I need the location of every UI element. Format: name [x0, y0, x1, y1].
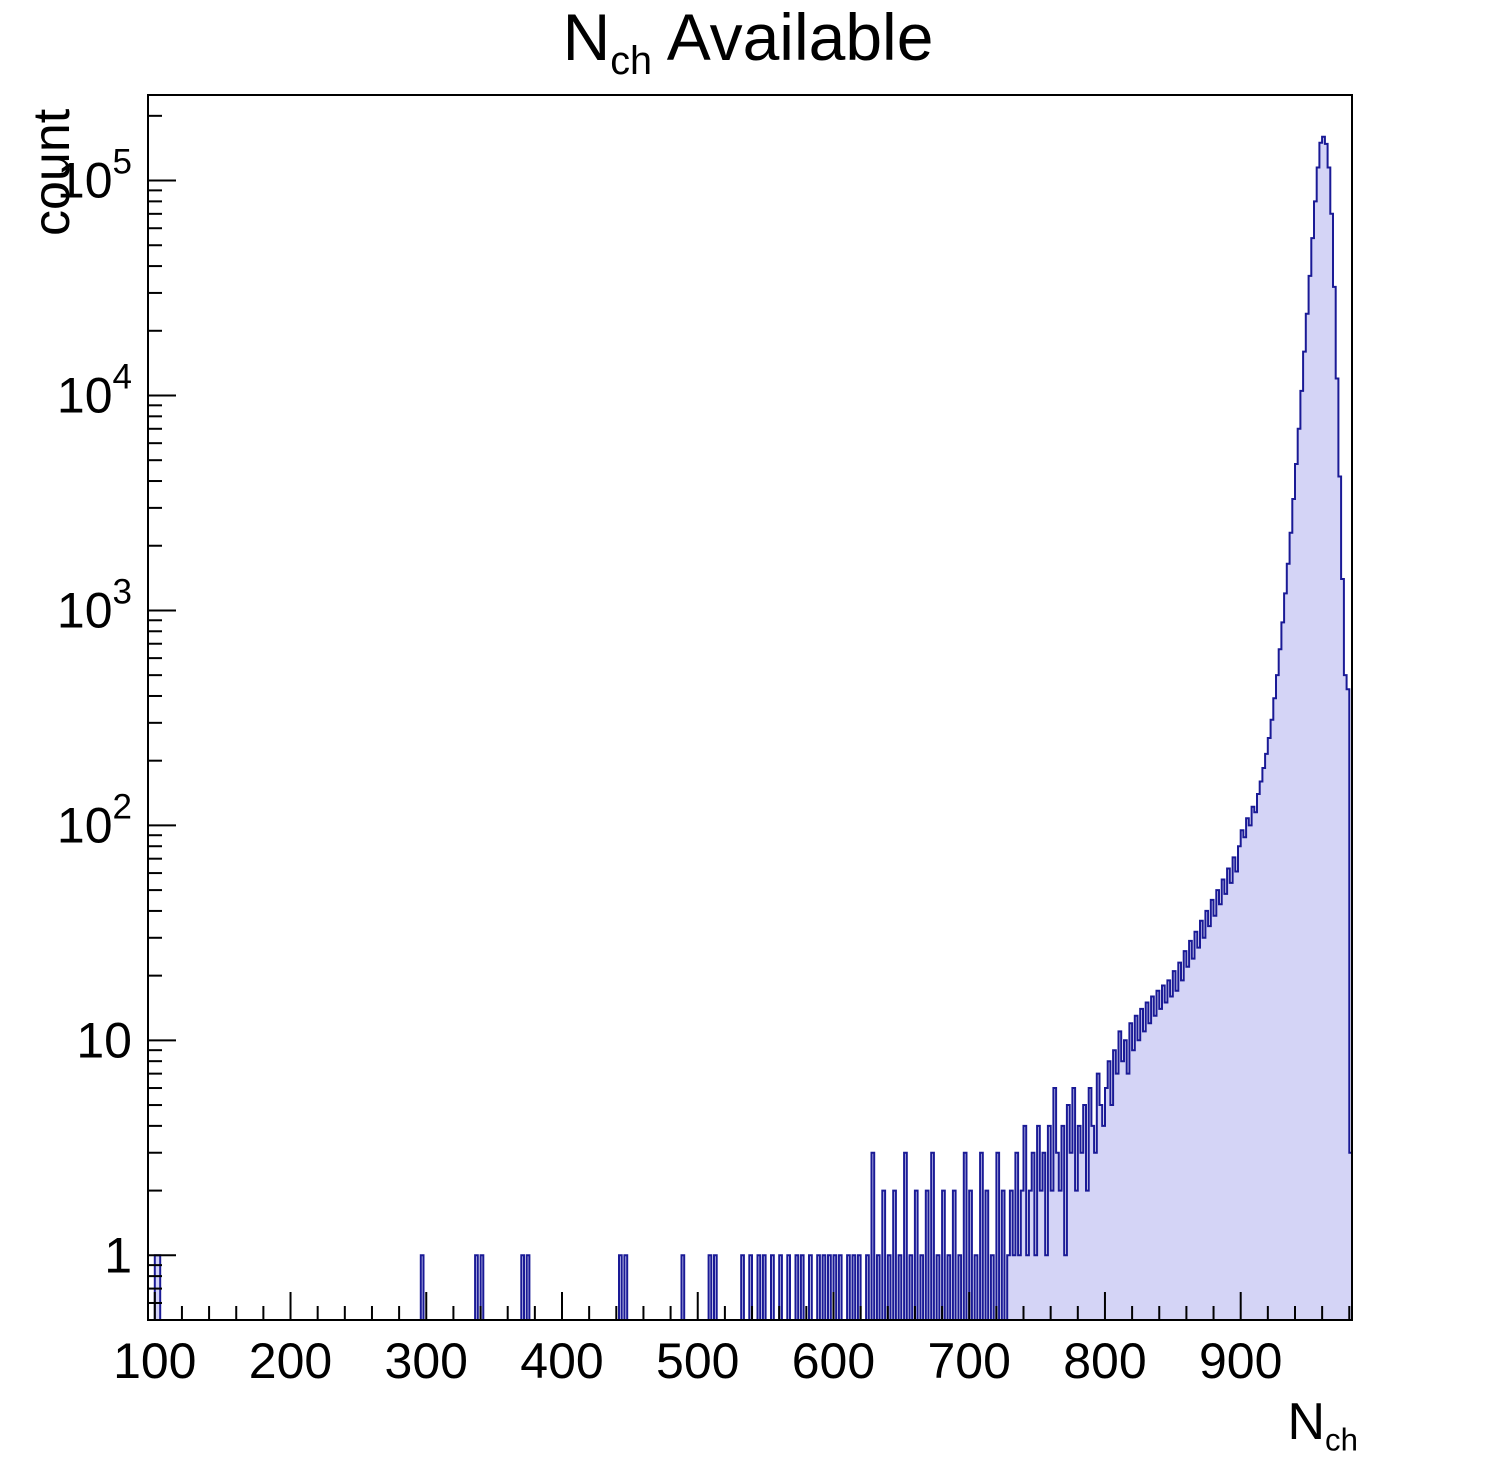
x-axis-title: Nch: [1287, 1392, 1358, 1458]
x-tick-label: 100: [113, 1333, 196, 1389]
x-tick-label: 700: [927, 1333, 1010, 1389]
y-tick-label: 103: [57, 572, 132, 638]
chart-title-subscript: ch: [610, 39, 653, 84]
y-axis-ticks: 1 10 102 103 104 105: [57, 114, 176, 1304]
chart-title-main: N: [562, 0, 611, 74]
y-tick-label: 10: [76, 1012, 132, 1068]
x-tick-label: 500: [656, 1333, 739, 1389]
y-tick-label: 1: [104, 1227, 132, 1283]
x-tick-label: 200: [249, 1333, 332, 1389]
chart-title: Nch Available: [0, 4, 1496, 82]
y-tick-label: 104: [57, 357, 132, 423]
x-tick-label: 900: [1199, 1333, 1282, 1389]
x-axis-title-main: N: [1287, 1393, 1326, 1451]
x-tick-label: 800: [1063, 1333, 1146, 1389]
y-tick-label: 102: [57, 787, 132, 853]
x-axis-ticks: 100 200 300 400 500 600 700 800 900: [113, 1292, 1351, 1389]
plot-frame: [147, 94, 1353, 1321]
x-tick-label: 600: [792, 1333, 875, 1389]
y-tick-label: 105: [57, 143, 132, 209]
x-tick-label: 400: [520, 1333, 603, 1389]
x-tick-label: 300: [385, 1333, 468, 1389]
x-axis-title-subscript: ch: [1325, 1422, 1358, 1458]
chart-title-rest: Available: [652, 0, 934, 74]
histogram-fill: [148, 136, 1352, 1321]
y-axis-title: count: [23, 108, 81, 236]
